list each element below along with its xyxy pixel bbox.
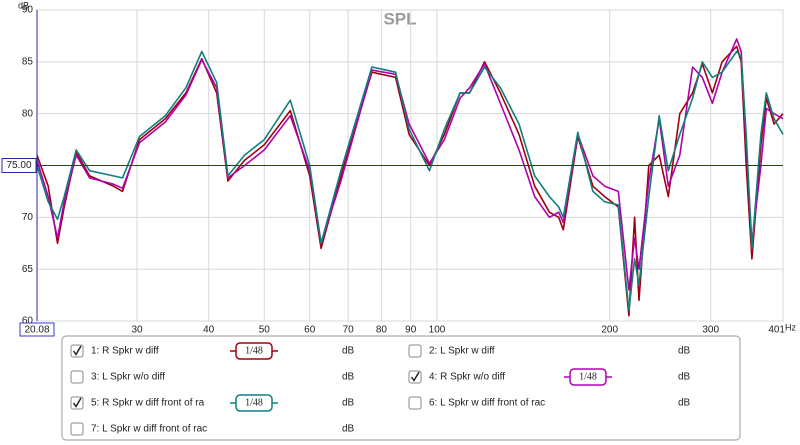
smoothing-label: 1/48 bbox=[579, 371, 597, 382]
series-line bbox=[36, 50, 784, 312]
legend-label: 4: R Spkr w/o diff bbox=[429, 372, 505, 383]
y-tick-label: 65 bbox=[22, 264, 34, 275]
legend-unit: dB bbox=[342, 398, 355, 409]
legend-unit: dB bbox=[678, 346, 691, 357]
legend-label: 3: L Spkr w/o diff bbox=[91, 372, 165, 383]
legend-unit: dB bbox=[342, 346, 355, 357]
legend-label: 7: L Spkr w diff front of rac bbox=[91, 424, 207, 435]
y-tick-label: 80 bbox=[22, 108, 34, 119]
legend-unit: dB bbox=[678, 398, 691, 409]
x-tick-label: 401 bbox=[768, 325, 785, 336]
smoothing-label: 1/48 bbox=[245, 397, 263, 408]
x-tick-label: 50 bbox=[259, 325, 271, 336]
x-tick-label: 90 bbox=[405, 325, 417, 336]
check-mark bbox=[72, 397, 82, 408]
legend-label: 2: L Spkr w diff bbox=[429, 346, 495, 357]
x-tick-label: 30 bbox=[131, 325, 143, 336]
legend-panel bbox=[61, 335, 741, 441]
series-line bbox=[36, 38, 784, 291]
legend-label: 5: R Spkr w diff front of ra bbox=[91, 398, 205, 409]
y-tick-label: 70 bbox=[22, 212, 34, 223]
check-mark bbox=[72, 345, 82, 356]
chart-title: SPL bbox=[383, 9, 416, 28]
check-mark bbox=[410, 371, 420, 382]
legend-label: 1: R Spkr w diff bbox=[91, 346, 159, 357]
x-tick-label: 200 bbox=[601, 325, 618, 336]
legend-unit: dB bbox=[342, 424, 355, 435]
smoothing-label: 1/48 bbox=[245, 345, 263, 356]
legend-unit: dB bbox=[342, 372, 355, 383]
x-range-box bbox=[19, 322, 55, 337]
x-tick-label: 20.08 bbox=[24, 325, 49, 336]
series-checkbox[interactable] bbox=[70, 370, 84, 384]
x-tick-label: 80 bbox=[376, 325, 388, 336]
cursor-box bbox=[1, 158, 37, 173]
series-line bbox=[36, 45, 784, 317]
x-tick-label: 300 bbox=[702, 325, 719, 336]
cursor-label: 75.00 bbox=[6, 160, 31, 171]
legend-label: 6: L Spkr w diff front of rac bbox=[429, 398, 545, 409]
legend-unit: dB bbox=[678, 372, 691, 383]
smoothing-badge bbox=[569, 368, 607, 386]
y-tick-label: 90 bbox=[22, 5, 34, 16]
x-tick-label: 40 bbox=[203, 325, 215, 336]
x-tick-label: 70 bbox=[343, 325, 355, 336]
smoothing-badge bbox=[235, 342, 273, 360]
series-checkbox[interactable] bbox=[70, 422, 84, 436]
smoothing-badge bbox=[235, 394, 273, 412]
x-unit: Hz bbox=[785, 322, 796, 332]
y-tick-label: 60 bbox=[22, 316, 34, 327]
series-checkbox[interactable] bbox=[408, 396, 422, 410]
x-tick-label: 100 bbox=[429, 325, 446, 336]
series-checkbox[interactable] bbox=[408, 344, 422, 358]
x-tick-label: 60 bbox=[304, 325, 316, 336]
y-unit: dB bbox=[18, 0, 29, 10]
y-tick-label: 85 bbox=[22, 56, 34, 67]
